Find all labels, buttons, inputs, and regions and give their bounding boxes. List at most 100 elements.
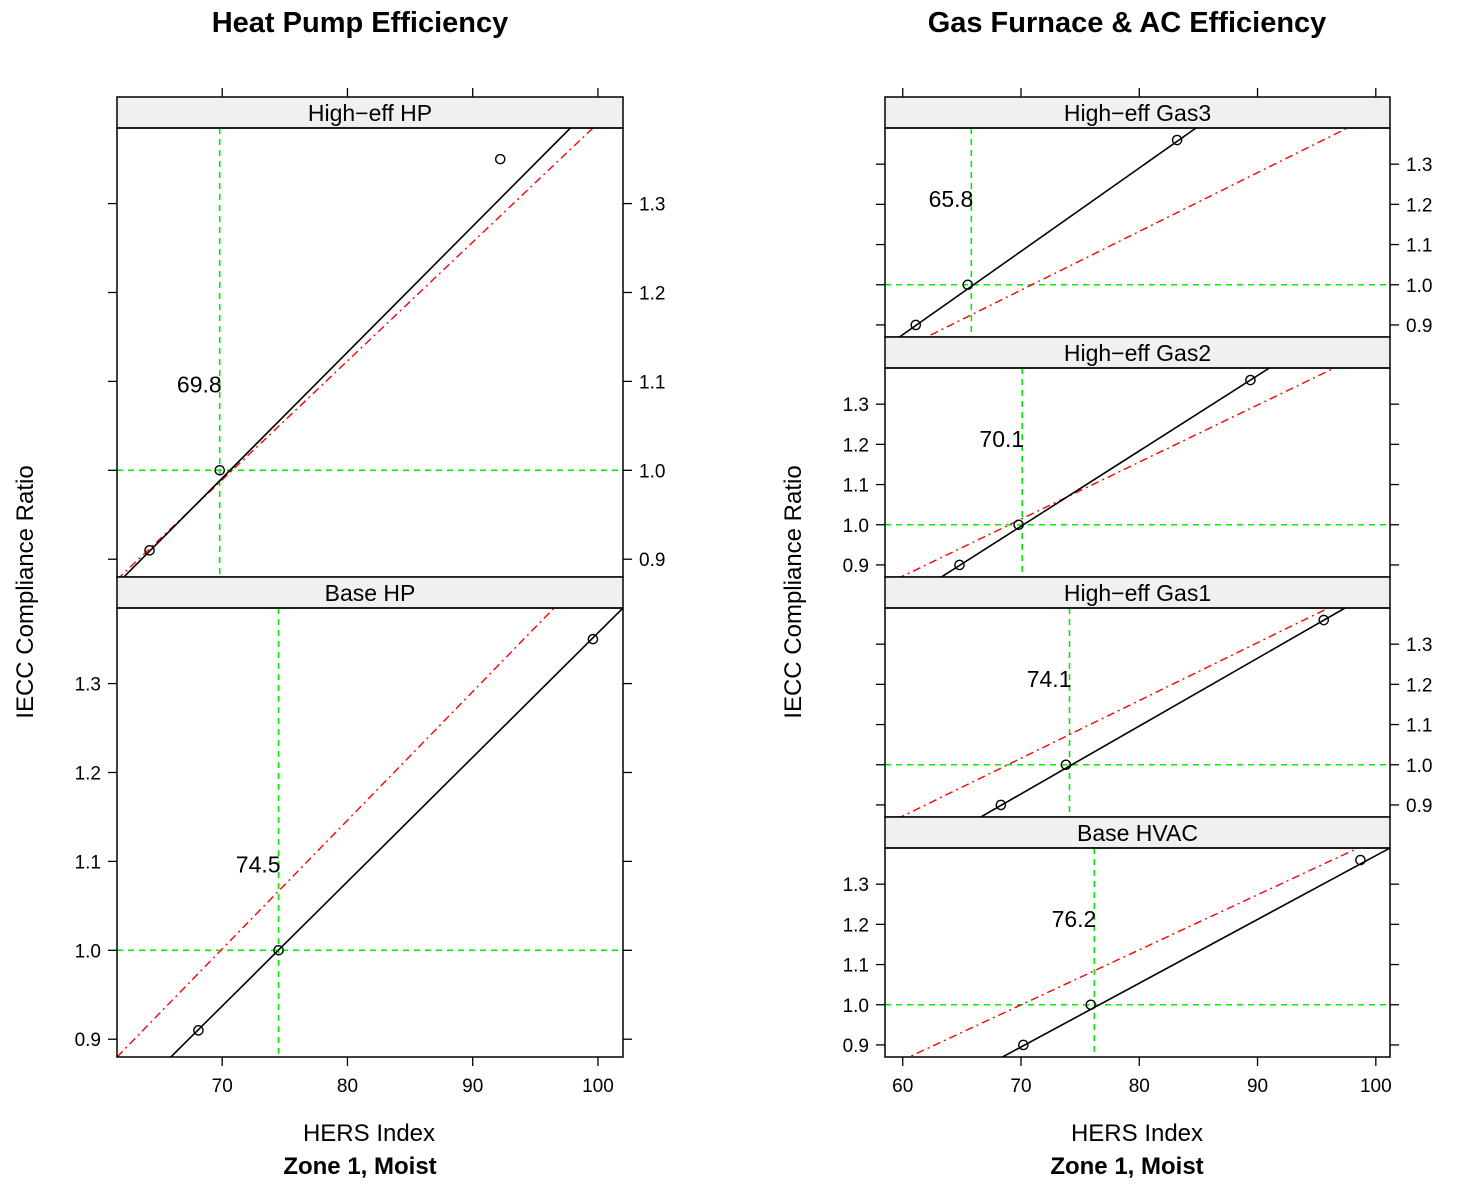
y-tick-label: 1.1 [843,956,869,977]
x-tick-label: 90 [1247,1076,1268,1097]
y-tick-label: 1.1 [1406,236,1432,257]
data-point [193,1025,204,1036]
fitted-line [939,368,1270,577]
data-point [144,545,155,556]
panel-frame [884,607,1391,818]
x-tick-label: 60 [892,1076,913,1097]
reference-line [117,608,555,1057]
x-tick-label: 70 [1010,1076,1031,1097]
crossing-label: 74.5 [236,851,281,877]
y-tick-label: 1.0 [1406,276,1432,297]
y-tick-label: 1.0 [1406,756,1432,777]
y-tick-label: 0.9 [843,1036,869,1057]
y-tick-label: 1.3 [1406,635,1432,656]
y-tick-label: 1.3 [75,675,101,696]
panel-frame [116,607,624,1058]
x-axis-label: HERS Index [1071,1120,1203,1147]
panel-frame [884,127,1391,338]
data-point [1018,1039,1029,1051]
chart-title: Gas Furnace & AC Efficiency [928,7,1327,39]
data-point [995,799,1007,811]
x-axis: 70 80 90 100 [212,88,614,1097]
x-tick-label: 80 [337,1076,358,1097]
panel-strip [116,96,624,129]
panel-frame [116,127,624,578]
data-point [962,279,974,291]
panel-high-eff-gas2: High−eff Gas2 70.1 0.9 1.0 1.1 1.2 1.3 [843,336,1399,578]
y-tick-label: 1.2 [843,915,869,936]
data-point [1013,519,1024,531]
y-tick-label: 1.3 [843,875,869,896]
y-tick-label: 0.9 [843,556,869,577]
data-point [1171,134,1183,146]
y-tick-label: 1.1 [843,476,869,497]
chart-gas-furnace-ac: Gas Furnace & AC Efficiency IECC Complia… [780,7,1432,1180]
plot-area [885,608,1390,817]
panel-strip [116,576,624,609]
fitted-line [898,128,1197,337]
y-tick-label: 1.2 [1406,195,1432,216]
chart-title: Heat Pump Efficiency [212,7,509,39]
y-tick-label: 1.0 [843,996,869,1017]
y-tick-label: 1.3 [639,195,665,216]
fitted-line [170,608,623,1057]
panel-high-eff-gas3: High−eff Gas3 65.8 0.9 1.0 1.1 1.2 1.3 [876,96,1432,338]
panel-strip [884,336,1391,369]
y-tick-label: 1.2 [639,283,665,304]
panel-strip [884,576,1391,609]
y-tick-label: 0.9 [75,1030,101,1051]
fitted-line [122,128,571,577]
y-tick-label: 1.2 [1406,675,1432,696]
reference-line [925,128,1348,337]
y-tick-label: 1.1 [75,852,101,873]
data-point [273,945,284,956]
strip-label: High−eff HP [308,100,432,126]
data-point [1318,614,1330,626]
crossing-label: 65.8 [929,186,974,212]
y-tick-label: 1.0 [639,461,665,482]
panel-high-eff-gas1: High−eff Gas1 74.1 0.9 1.0 1.1 1.2 1.3 [876,576,1432,818]
y-tick-label: 1.1 [1406,716,1432,737]
x-axis: 60 70 80 90 100 [892,88,1392,1097]
data-point [214,465,226,476]
panel-frame [884,847,1391,1058]
crossing-label: 74.1 [1027,666,1072,692]
plot-area [117,128,623,577]
data-point [494,153,506,165]
y-tick-label: 1.2 [75,763,101,784]
panel-base-hp: Base HP 74.5 0.9 1.0 1.1 1.2 1.3 [75,576,632,1058]
data-point [1085,999,1097,1011]
panel-strip [884,96,1391,129]
data-point [1060,759,1072,771]
strip-label: High−eff Gas3 [1064,100,1211,126]
plot-area [885,368,1390,577]
plot-area [117,608,623,1057]
reference-line [907,848,1359,1057]
y-tick-label: 1.1 [639,372,665,393]
x-tick-label: 100 [582,1076,614,1097]
fitted-line [1000,848,1390,1057]
crossing-label: 69.8 [177,371,222,397]
chart-heat-pump: Heat Pump Efficiency IECC Compliance Rat… [12,7,665,1180]
reference-line [899,608,1329,817]
plot-area [885,848,1390,1057]
data-point [587,633,599,645]
crossing-label: 76.2 [1052,906,1097,932]
x-tick-label: 100 [1360,1076,1392,1097]
strip-label: High−eff Gas1 [1064,580,1211,606]
crossing-label: 70.1 [979,426,1024,452]
y-tick-label: 1.2 [843,435,869,456]
strip-label: Base HP [325,580,416,606]
strip-label: High−eff Gas2 [1064,340,1211,366]
y-tick-label: 0.9 [639,550,665,571]
data-point [910,319,922,331]
y-axis-label: IECC Compliance Ratio [12,465,39,718]
x-tick-label: 80 [1129,1076,1150,1097]
data-point [1355,854,1366,866]
x-axis-sublabel: Zone 1, Moist [283,1153,436,1180]
y-tick-label: 0.9 [1406,796,1432,817]
x-tick-label: 90 [462,1076,483,1097]
y-axis-label: IECC Compliance Ratio [780,465,807,718]
panel-base-hvac: Base HVAC 76.2 0.9 1.0 1.1 1.2 1.3 [843,816,1399,1058]
